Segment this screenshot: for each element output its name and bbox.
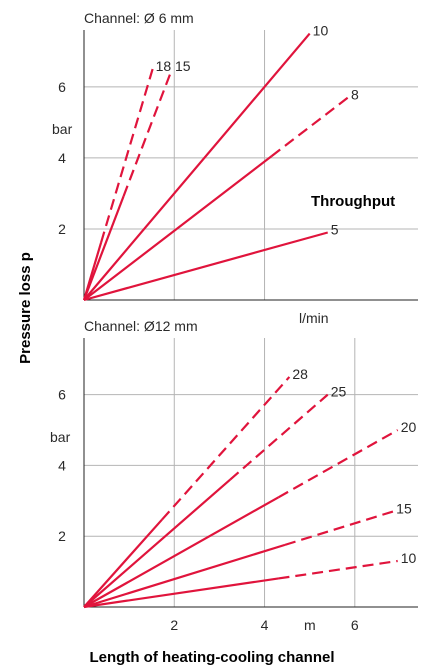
series-line [83,518,163,608]
series-label: 15 [175,58,191,74]
chart-top: 18 15 10 8 5 2 4 6 Channel: Ø 6 mm bar l/min T… [52,10,418,326]
chart-bottom-grid [84,338,418,607]
chart-top-legend-title: Throughput [311,193,395,210]
chart-bottom-x-unit: m [304,617,316,633]
x-tick-label: 2 [170,617,178,633]
y-tick-label: 4 [58,457,66,473]
chart-top-y-unit: bar [52,121,73,137]
series-line-dashed [122,68,174,197]
series-line-dashed [270,96,349,158]
y-tick-label: 6 [58,387,66,403]
y-axis-title: Pressure loss p [17,252,34,364]
series-label: 28 [292,366,308,382]
y-tick-label: 6 [58,79,66,95]
series-label: 10 [313,23,329,39]
y-tick-label: 2 [58,221,66,237]
series-line [83,155,273,301]
y-tick-label: 2 [58,528,66,544]
series-line-dashed [229,393,329,481]
series-label: 8 [351,87,359,103]
series-label: 20 [401,419,417,435]
x-tick-label: 6 [351,617,359,633]
series-line [83,231,329,302]
series-line [83,496,280,608]
x-axis-title: Length of heating-cooling channel [90,649,335,666]
series-line-dashed [277,429,399,499]
series-line [83,32,311,301]
series-line [82,195,125,301]
series-line-dashed [278,559,398,580]
chart-bottom-title: Channel: Ø12 mm [84,318,198,334]
chart-bottom-y-unit: bar [50,429,71,445]
y-tick-label: 4 [58,150,66,166]
series-line-dashed [161,376,291,521]
series-label: 18 [156,58,172,74]
series-label: 10 [401,550,417,566]
series-label: 25 [331,384,347,400]
series-line [83,577,279,609]
series-label: 15 [396,500,412,516]
series-line-dashed [284,510,394,546]
series-line [83,543,286,609]
chart-top-x-unit: l/min [299,310,329,326]
series-label: 5 [331,222,339,238]
x-tick-label: 4 [261,617,269,633]
series-line-dashed [100,68,154,243]
chart-bottom: 28 25 20 15 10 2 4 6 2 4 6 Channel: Ø12 mm bar m [50,318,418,633]
chart-top-title: Channel: Ø 6 mm [84,10,194,26]
series-line [83,478,231,608]
chart-top-grid [84,30,418,300]
